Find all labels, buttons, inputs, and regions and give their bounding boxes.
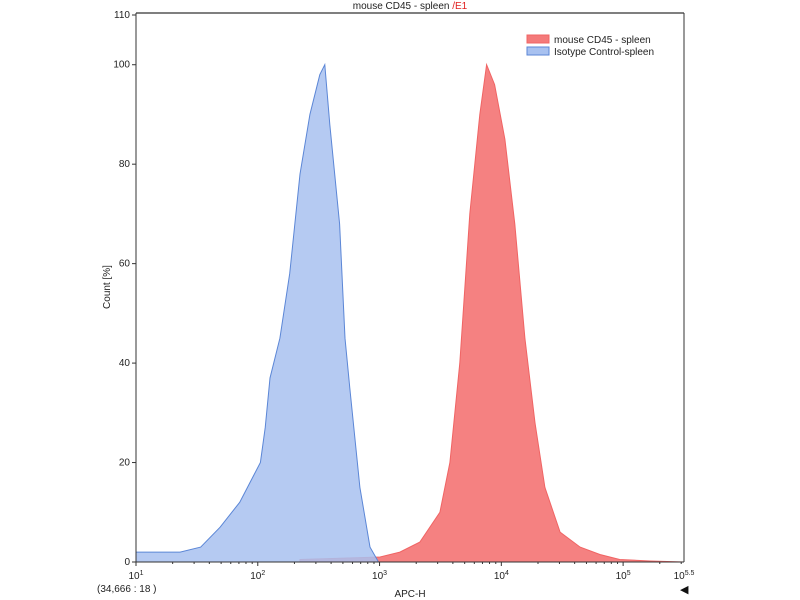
- x-tick-label: 102: [250, 570, 265, 582]
- y-tick-label: 60: [119, 259, 131, 270]
- y-tick-label: 40: [119, 358, 131, 369]
- y-tick-label: 110: [114, 10, 130, 21]
- chart-title: mouse CD45 - spleen /E1: [353, 1, 468, 12]
- x-axis-label: APC-H: [394, 589, 425, 600]
- y-tick-label: 80: [119, 159, 131, 170]
- legend-swatch: [526, 34, 550, 44]
- series-area-cd45: [299, 62, 685, 563]
- y-axis-label: Count [%]: [102, 265, 113, 309]
- legend-label: Isotype Control-spleen: [554, 47, 654, 58]
- triangle-left-icon[interactable]: ◀: [680, 584, 689, 596]
- y-tick-label: 0: [124, 557, 130, 568]
- x-tick-label: 101: [128, 570, 143, 582]
- series-area-isotype: [135, 62, 380, 563]
- x-tick-label: 105: [616, 570, 631, 582]
- y-tick-label: 100: [113, 60, 130, 71]
- y-tick-label: 20: [119, 458, 131, 469]
- legend-swatch: [526, 46, 550, 56]
- x-tick-label: 104: [494, 570, 509, 582]
- x-tick-label: 105.5: [674, 570, 695, 582]
- coordinate-readout: (34,666 : 18 ): [97, 584, 157, 595]
- legend-label: mouse CD45 - spleen: [554, 35, 651, 46]
- x-tick-label: 103: [372, 570, 387, 582]
